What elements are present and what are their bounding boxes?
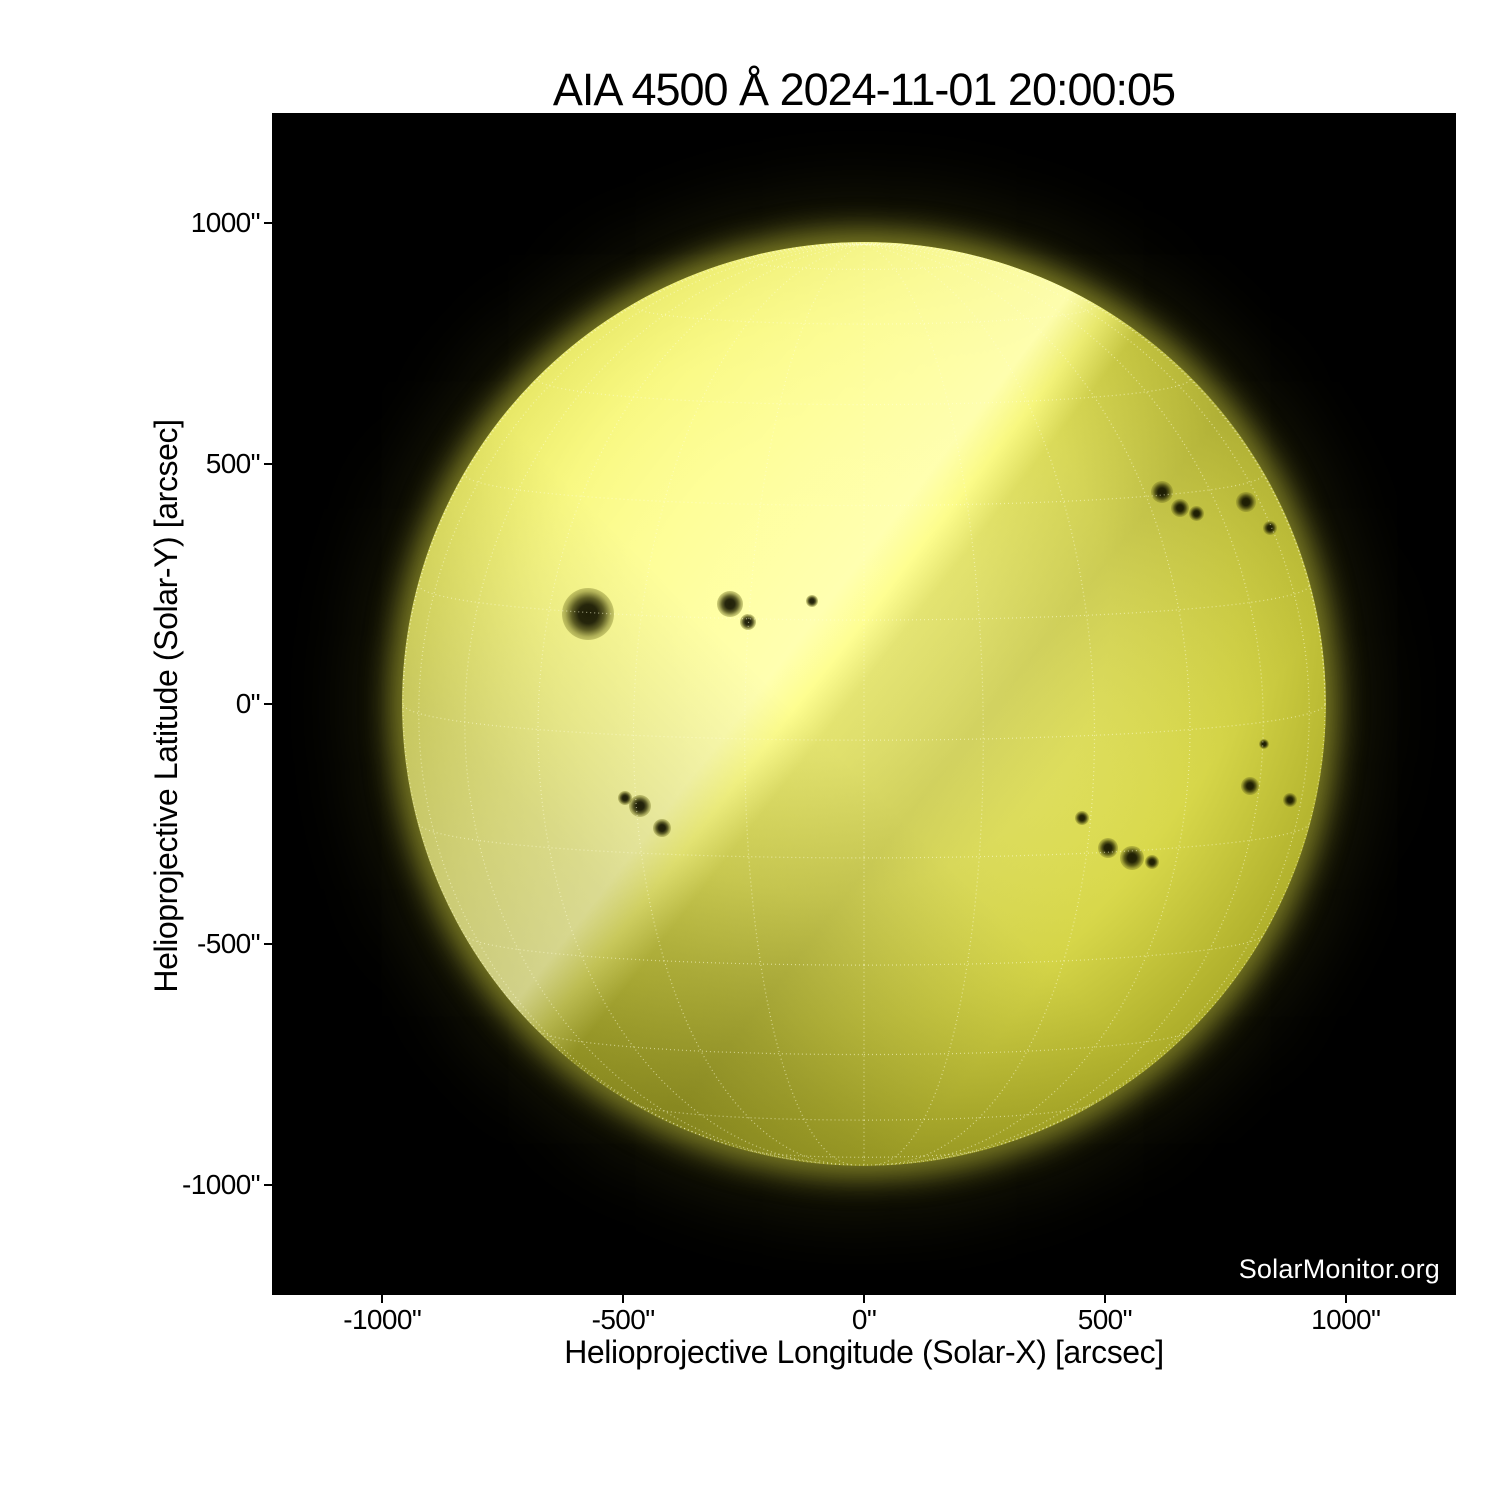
grid-parallel-line xyxy=(418,584,1310,621)
sunspot xyxy=(629,794,652,817)
y-tick-mark xyxy=(264,703,272,705)
grid-meridian-line xyxy=(418,243,865,1145)
y-tick-label: -1000" xyxy=(182,1168,261,1200)
grid-parallel-line xyxy=(418,823,1310,859)
y-tick-mark xyxy=(264,222,272,225)
grid-meridian-line xyxy=(537,243,865,1164)
y-tick-label: 0" xyxy=(235,688,261,719)
y-tick-mark xyxy=(264,1183,272,1186)
grid-meridian-line xyxy=(847,242,865,245)
sunspot xyxy=(1189,506,1205,522)
grid-meridian-line xyxy=(863,243,899,245)
grid-parallel-line xyxy=(632,303,1096,325)
sunspot xyxy=(1075,810,1090,825)
grid-parallel-line xyxy=(465,935,1263,966)
y-tick-label: -500" xyxy=(197,928,261,960)
page-title: AIA 4500 Å 2024-11-01 20:00:05 xyxy=(552,64,1176,115)
sunspot xyxy=(1171,499,1189,518)
grid-meridian-line xyxy=(632,243,865,1165)
grid-meridian-line xyxy=(402,243,865,689)
grid-meridian-line xyxy=(863,243,1310,1145)
grid-meridian-line xyxy=(744,243,865,1166)
sunspot xyxy=(1097,838,1118,859)
x-tick-mark xyxy=(1103,1295,1106,1303)
heliographic-grid xyxy=(402,242,1326,1166)
grid-parallel-line xyxy=(402,703,1326,741)
x-tick-label: 1000" xyxy=(1311,1304,1381,1335)
x-tick-mark xyxy=(381,1295,384,1303)
grid-meridian-line xyxy=(863,243,1264,1161)
grid-parallel-line xyxy=(750,1150,978,1158)
x-tick-label: -500" xyxy=(591,1304,656,1335)
sunspot xyxy=(1235,491,1256,512)
grid-meridian-line xyxy=(855,242,865,245)
y-tick-label: 500" xyxy=(205,447,261,479)
plot-area: SolarMonitor.org xyxy=(272,113,1456,1295)
grid-meridian-line xyxy=(741,243,864,261)
x-tick-label: 500" xyxy=(1077,1304,1133,1335)
grid-parallel-line xyxy=(744,256,984,270)
solar-limb-circle xyxy=(402,242,1326,1166)
x-tick-label: 0" xyxy=(851,1304,877,1335)
watermark-text: SolarMonitor.org xyxy=(1238,1254,1440,1284)
sunspot xyxy=(1145,855,1160,869)
y-tick-mark xyxy=(264,462,272,465)
grid-parallel-line xyxy=(539,1031,1189,1056)
sunspot xyxy=(806,594,819,607)
grid-meridian-line xyxy=(864,243,987,261)
grid-meridian-line xyxy=(863,243,984,1166)
sunspot xyxy=(652,818,671,837)
sunspot xyxy=(617,791,632,806)
x-tick-mark xyxy=(622,1295,625,1303)
y-tick-mark xyxy=(264,943,272,946)
x-axis-label: Helioprojective Longitude (Solar-X) [arc… xyxy=(564,1334,1164,1370)
x-tick-mark xyxy=(1344,1295,1347,1303)
y-tick-label: 1000" xyxy=(190,207,261,239)
x-tick-label: -1000" xyxy=(343,1304,422,1335)
grid-parallel-line xyxy=(537,376,1191,406)
grid-meridian-line xyxy=(464,243,865,1161)
sunspot xyxy=(1150,481,1173,504)
sunspot xyxy=(739,613,756,630)
grid-meridian-line xyxy=(863,243,1096,1165)
x-tick-mark xyxy=(863,1295,865,1303)
grid-meridian-line xyxy=(863,243,1191,1164)
sunspot xyxy=(1241,777,1260,796)
sunspot xyxy=(717,591,744,618)
sunspot xyxy=(1259,738,1270,749)
sunspot xyxy=(561,588,614,641)
sunspot xyxy=(1282,793,1297,808)
grid-meridian-line xyxy=(863,243,1326,705)
